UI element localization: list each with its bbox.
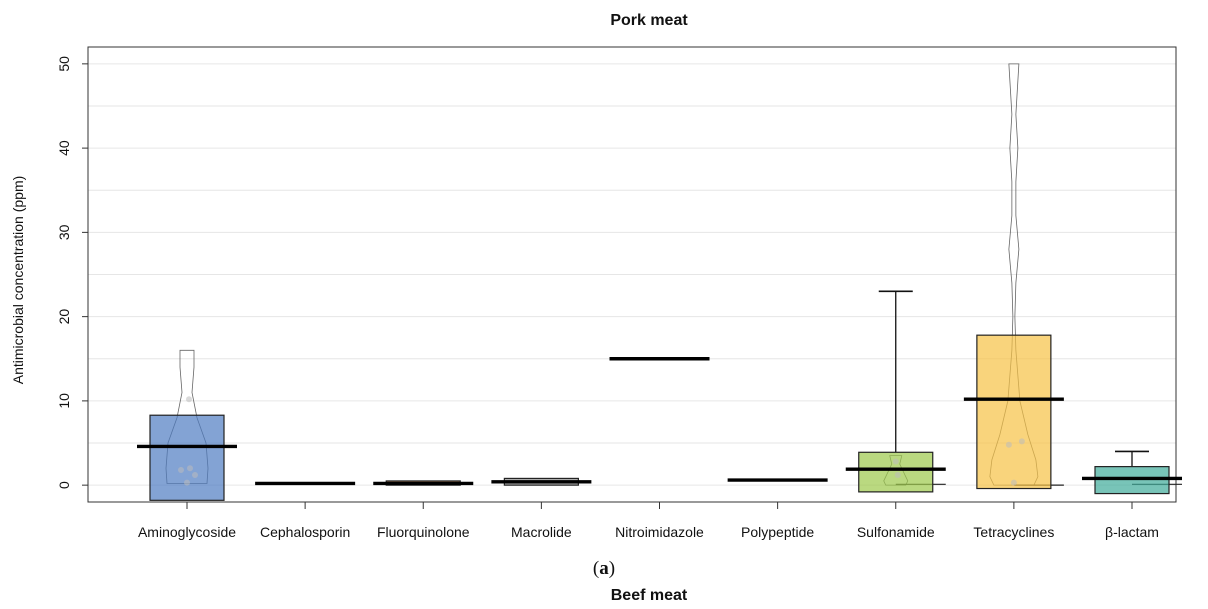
data-point xyxy=(1005,441,1012,448)
y-axis-label: Antimicrobial concentration (ppm) xyxy=(10,176,26,385)
y-tick-label: 50 xyxy=(56,56,72,72)
data-point xyxy=(1010,479,1017,486)
y-tick-label: 30 xyxy=(56,224,72,240)
plot-area xyxy=(87,46,1182,503)
x-tick-label: Polypeptide xyxy=(741,524,814,540)
x-tick-label: Cephalosporin xyxy=(260,524,350,540)
x-tick-label: β-lactam xyxy=(1105,524,1159,540)
next-chart-title: Beef meat xyxy=(610,587,688,604)
data-point xyxy=(184,479,190,486)
plot-border xyxy=(87,46,1177,503)
data-point xyxy=(178,466,184,473)
box-sulfonamide xyxy=(858,451,934,493)
y-tick-label: 40 xyxy=(56,140,72,156)
chart-title: Pork meat xyxy=(610,12,688,29)
data-point xyxy=(1018,438,1025,445)
data-point xyxy=(186,396,192,403)
x-tick-label: Nitroimidazole xyxy=(615,524,704,540)
gridlines xyxy=(88,63,1176,486)
data-point xyxy=(892,458,899,465)
x-tick-label: Macrolide xyxy=(511,524,572,540)
x-tick-label: Sulfonamide xyxy=(857,524,935,540)
x-tick-label: Tetracyclines xyxy=(973,524,1054,540)
x-tick-label: Aminoglycoside xyxy=(138,524,236,540)
data-point xyxy=(894,472,901,479)
y-axis: 0 10 20 30 40 50 xyxy=(56,56,88,489)
box-tetracyclines xyxy=(976,334,1052,490)
x-tick-label: Fluorquinolone xyxy=(377,524,470,540)
y-tick-label: 20 xyxy=(56,309,72,325)
panel-letter: a xyxy=(599,558,609,579)
data-point xyxy=(187,465,193,472)
box-plot-chart: Pork meat Antimicrobial concentration (p… xyxy=(10,12,1182,540)
x-axis: Aminoglycoside Cephalosporin Fluorquinolon… xyxy=(138,502,1159,540)
y-tick-label: 10 xyxy=(56,393,72,409)
data-point xyxy=(192,472,198,479)
box-aminoglycoside xyxy=(149,414,225,501)
panel-label: (a) xyxy=(592,558,616,579)
y-tick-label: 0 xyxy=(56,481,72,489)
